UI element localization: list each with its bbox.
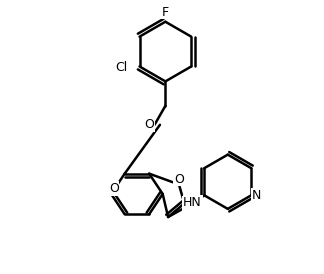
Text: N: N [252,189,261,202]
Text: HN: HN [183,196,202,209]
Text: O: O [174,173,184,185]
Text: O: O [109,182,119,195]
Text: O: O [144,118,154,131]
Text: Cl: Cl [115,61,127,74]
Text: F: F [162,6,169,19]
Text: N: N [182,197,192,210]
